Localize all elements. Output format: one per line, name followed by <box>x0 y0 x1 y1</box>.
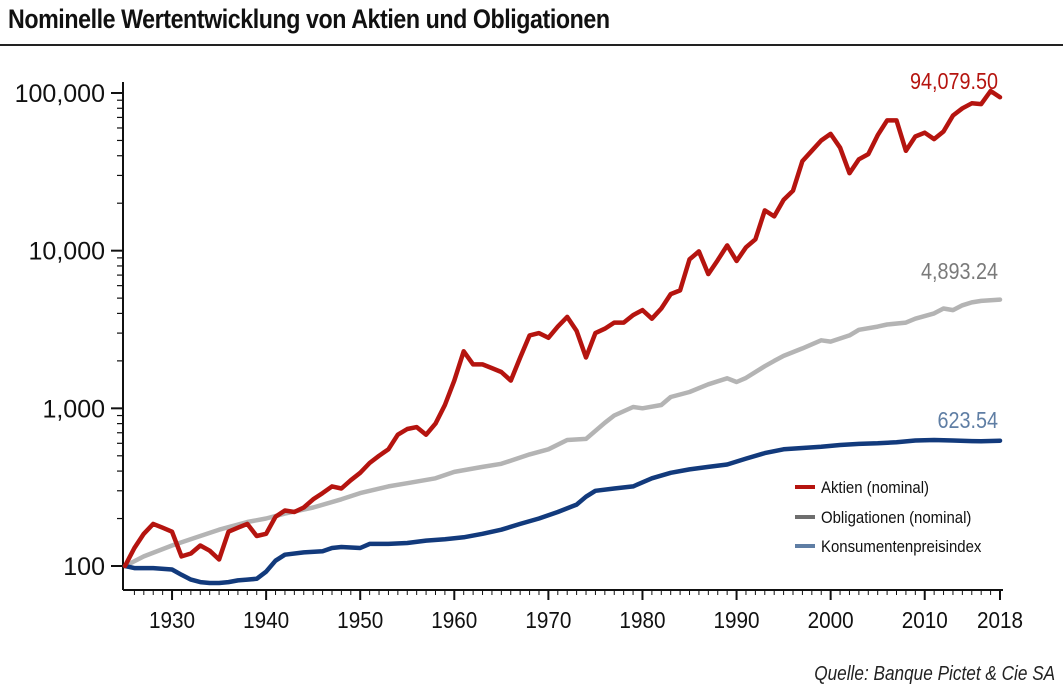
x-tick-label: 1980 <box>619 607 665 633</box>
x-tick-label: 2018 <box>977 607 1023 633</box>
x-tick-label: 1940 <box>243 607 289 633</box>
end-value-label: 4,893.24 <box>921 259 998 285</box>
x-tick-label: 1970 <box>525 607 571 633</box>
y-tick-label: 100,000 <box>15 80 105 108</box>
end-value-label: 623.54 <box>938 408 999 434</box>
legend-label: Konsumentenpreisindex <box>821 538 981 556</box>
x-tick-label: 2010 <box>902 607 948 633</box>
legend-label: Aktien (nominal) <box>821 479 929 497</box>
legend-label: Obligationen (nominal) <box>821 509 971 527</box>
chart-title: Nominelle Wertentwicklung von Aktien und… <box>8 4 610 34</box>
y-tick-label: 100 <box>63 553 105 581</box>
x-tick-label: 1930 <box>149 607 195 633</box>
x-tick-label: 2000 <box>808 607 854 633</box>
x-tick-label: 1960 <box>431 607 477 633</box>
x-tick-label: 1990 <box>714 607 760 633</box>
series-line <box>122 297 1003 569</box>
title-divider <box>0 44 1063 46</box>
x-tick-label: 1950 <box>337 607 383 633</box>
series-line <box>122 88 1003 569</box>
y-tick-label: 10,000 <box>29 238 105 266</box>
source-note: Quelle: Banque Pictet & Cie SA <box>814 663 1055 685</box>
series-line <box>122 437 1003 586</box>
end-value-label: 94,079.50 <box>910 69 998 95</box>
y-tick-label: 1,000 <box>42 395 105 423</box>
